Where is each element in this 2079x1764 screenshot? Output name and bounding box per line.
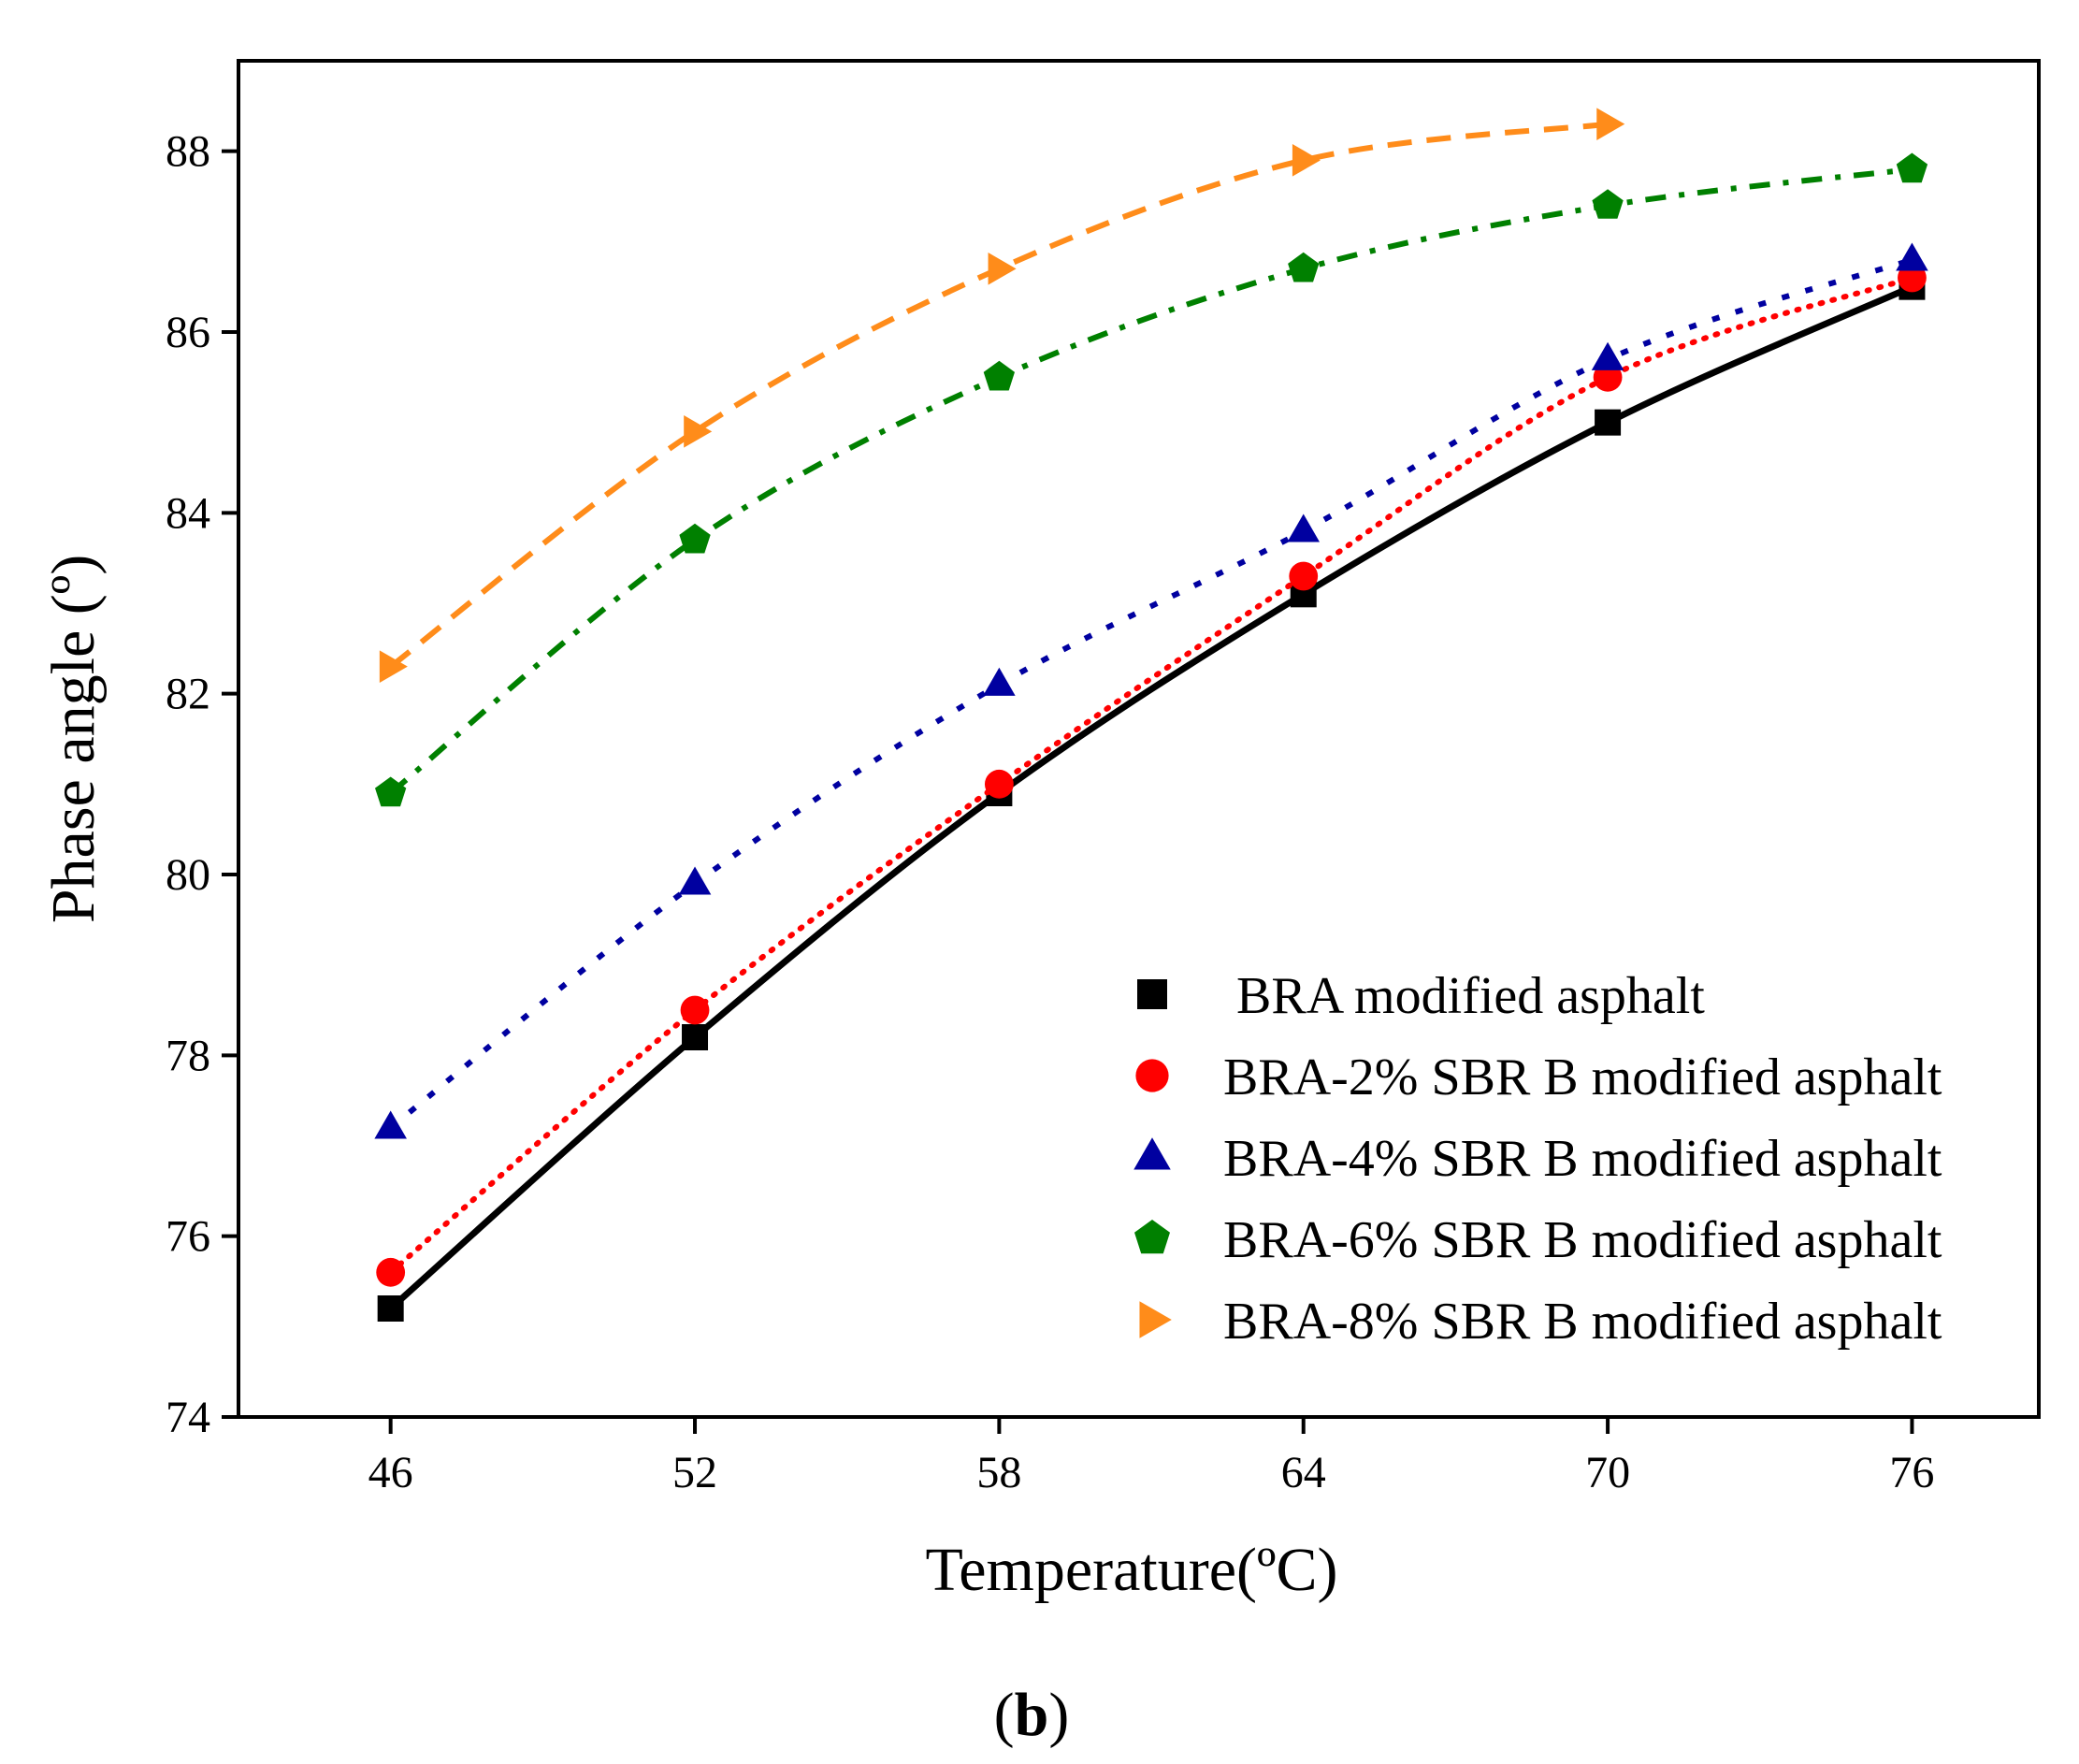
y-tick-label: 76 bbox=[166, 1212, 210, 1262]
data-point bbox=[1595, 409, 1622, 436]
data-point bbox=[1592, 189, 1624, 219]
series-line bbox=[387, 283, 1915, 1312]
legend-label: BRA-8% SBR B modified asphalt bbox=[1223, 1293, 1942, 1351]
y-tick-label: 88 bbox=[166, 127, 210, 177]
x-tick-label: 46 bbox=[368, 1448, 413, 1497]
data-point bbox=[1287, 513, 1321, 542]
data-point bbox=[1896, 152, 1928, 183]
series-line bbox=[388, 121, 1609, 670]
data-point bbox=[983, 360, 1015, 391]
data-point bbox=[375, 776, 407, 807]
series-line bbox=[388, 166, 1913, 796]
panel-label-open: ( bbox=[994, 1681, 1015, 1749]
series-line bbox=[387, 275, 1915, 1276]
x-tick-label: 64 bbox=[1281, 1448, 1326, 1497]
data-point bbox=[680, 995, 710, 1025]
data-point bbox=[1289, 561, 1319, 591]
legend-label: BRA-6% SBR B modified asphalt bbox=[1223, 1211, 1942, 1269]
legend-label: BRA-2% SBR B modified asphalt bbox=[1223, 1048, 1942, 1106]
series-line bbox=[388, 256, 1913, 1131]
legend-marker bbox=[1137, 979, 1167, 1009]
plot-frame bbox=[237, 59, 2041, 1419]
data-point bbox=[377, 1295, 404, 1322]
chart-marks bbox=[374, 108, 1928, 1322]
legend-item: BRA modified asphalt bbox=[1137, 967, 1705, 1025]
data-point bbox=[1292, 144, 1321, 177]
series-4 bbox=[375, 152, 1928, 807]
panel-label-close: ) bbox=[1048, 1681, 1069, 1749]
legend-marker bbox=[1139, 1301, 1172, 1338]
legend-label: BRA modified asphalt bbox=[1223, 967, 1705, 1025]
legend-label: BRA-4% SBR B modified asphalt bbox=[1223, 1130, 1942, 1188]
tick-marks-and-labels: 46 52 58 64 70 76 74 76 78 80 82 84 86 88 bbox=[166, 127, 1934, 1497]
legend: BRA modified asphalt BRA-2% SBR B modifie… bbox=[1133, 967, 1942, 1351]
y-axis-label: Phase angle (º) bbox=[39, 555, 108, 923]
data-point bbox=[679, 523, 711, 554]
data-point bbox=[983, 667, 1016, 696]
data-point bbox=[376, 1257, 406, 1287]
data-point bbox=[678, 866, 712, 895]
panel-label-letter: b bbox=[1015, 1681, 1049, 1749]
data-point bbox=[988, 253, 1017, 285]
legend-item: BRA-8% SBR B modified asphalt bbox=[1139, 1293, 1942, 1351]
data-point bbox=[1896, 242, 1928, 271]
legend-marker bbox=[1135, 1059, 1169, 1092]
series-5 bbox=[379, 108, 1625, 683]
data-point bbox=[379, 650, 408, 683]
x-tick-label: 52 bbox=[672, 1448, 717, 1497]
y-tick-label: 74 bbox=[166, 1393, 210, 1442]
data-point bbox=[1591, 341, 1624, 370]
data-point bbox=[684, 415, 713, 448]
y-tick-label: 84 bbox=[166, 488, 210, 538]
legend-marker bbox=[1133, 1137, 1171, 1170]
data-point bbox=[374, 1110, 407, 1139]
legend-item: BRA-6% SBR B modified asphalt bbox=[1134, 1211, 1942, 1269]
data-point bbox=[984, 769, 1014, 799]
legend-item: BRA-4% SBR B modified asphalt bbox=[1133, 1130, 1942, 1188]
data-point bbox=[1596, 108, 1625, 140]
x-tick-label: 76 bbox=[1889, 1448, 1934, 1497]
chart-axes bbox=[237, 59, 2041, 1419]
y-tick-label: 78 bbox=[166, 1031, 210, 1080]
panel-label: (b) bbox=[994, 1681, 1070, 1749]
data-point bbox=[1288, 252, 1320, 282]
x-tick-label: 58 bbox=[976, 1448, 1021, 1497]
y-tick-label: 86 bbox=[166, 308, 210, 357]
x-tick-label: 70 bbox=[1585, 1448, 1630, 1497]
series-3 bbox=[374, 242, 1928, 1139]
y-tick-label: 80 bbox=[166, 850, 210, 900]
x-axis-label: Temperature(ºC) bbox=[926, 1536, 1338, 1604]
legend-item: BRA-2% SBR B modified asphalt bbox=[1135, 1048, 1942, 1106]
y-tick-label: 82 bbox=[166, 670, 210, 719]
legend-marker bbox=[1134, 1220, 1170, 1254]
data-point bbox=[682, 1024, 709, 1050]
